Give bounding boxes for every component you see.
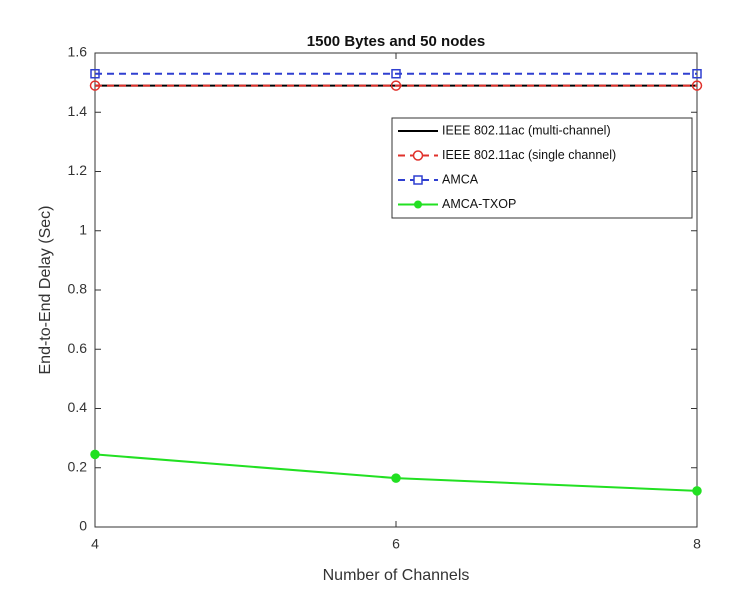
marker — [692, 68, 702, 79]
marker — [90, 68, 100, 79]
y-tick-label: 0.4 — [68, 399, 88, 415]
y-tick-label: 1 — [79, 221, 87, 237]
marker — [391, 68, 401, 79]
legend-box — [391, 117, 693, 219]
legend-marker — [412, 150, 424, 161]
legend: IEEE 802.11ac (multi-channel) IEEE 802.11… — [391, 117, 693, 219]
legend-label: AMCA-TXOP — [442, 197, 516, 211]
y-tick-label: 0.8 — [68, 281, 88, 297]
y-tick-label: 0 — [79, 518, 87, 534]
y-tick-label: 1.2 — [68, 162, 88, 178]
series — [90, 449, 702, 496]
y-tick-label: 0.6 — [68, 340, 88, 356]
marker — [391, 473, 401, 483]
legend-label: IEEE 802.11ac (multi-channel) — [442, 123, 611, 137]
chart-title: 1500 Bytes and 50 nodes — [307, 33, 485, 50]
marker — [692, 486, 702, 496]
x-tick-label: 6 — [392, 536, 400, 552]
y-tick-label: 0.2 — [68, 458, 88, 474]
x-tick-label: 4 — [91, 536, 99, 552]
marker — [89, 80, 101, 91]
y-axis-label: End-to-End Delay (Sec) — [37, 206, 54, 375]
legend-marker — [413, 175, 423, 185]
series — [89, 80, 703, 91]
y-tick-label: 1.6 — [68, 44, 88, 60]
marker — [691, 80, 703, 91]
series — [90, 68, 702, 79]
marker — [390, 80, 402, 91]
legend-label: AMCA — [442, 172, 479, 186]
legend-marker — [414, 200, 422, 209]
legend-label: IEEE 802.11ac (single channel) — [442, 148, 616, 162]
x-axis-label: Number of Channels — [323, 567, 470, 584]
x-tick-label: 8 — [693, 536, 701, 552]
y-tick-label: 1.4 — [68, 103, 88, 119]
marker — [90, 449, 100, 460]
